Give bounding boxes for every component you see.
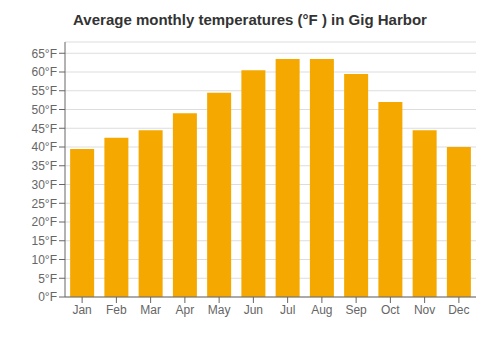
svg-text:Oct: Oct (381, 303, 400, 317)
svg-text:Jul: Jul (280, 303, 295, 317)
svg-text:Dec: Dec (448, 303, 469, 317)
svg-text:10°F: 10°F (32, 253, 57, 267)
svg-text:0°F: 0°F (38, 290, 57, 304)
svg-text:Apr: Apr (176, 303, 195, 317)
svg-text:55°F: 55°F (32, 84, 57, 98)
svg-text:Aug: Aug (311, 303, 332, 317)
svg-text:20°F: 20°F (32, 215, 57, 229)
svg-text:65°F: 65°F (32, 47, 57, 61)
svg-text:40°F: 40°F (32, 140, 57, 154)
svg-text:25°F: 25°F (32, 197, 57, 211)
svg-text:Sep: Sep (345, 303, 367, 317)
svg-text:Jan: Jan (72, 303, 91, 317)
svg-text:Mar: Mar (140, 303, 161, 317)
svg-text:60°F: 60°F (32, 65, 57, 79)
svg-text:30°F: 30°F (32, 178, 57, 192)
svg-text:Feb: Feb (106, 303, 127, 317)
svg-text:May: May (208, 303, 231, 317)
svg-text:5°F: 5°F (38, 272, 57, 286)
svg-text:45°F: 45°F (32, 122, 57, 136)
html-text:Average monthly temperatures (: Average monthly temperatures (°F ) in Gi… (73, 11, 427, 28)
svg-text:Jun: Jun (244, 303, 263, 317)
svg-text:15°F: 15°F (32, 234, 57, 248)
svg-text:50°F: 50°F (32, 103, 57, 117)
svg-text:Nov: Nov (414, 303, 435, 317)
svg-text:35°F: 35°F (32, 159, 57, 173)
